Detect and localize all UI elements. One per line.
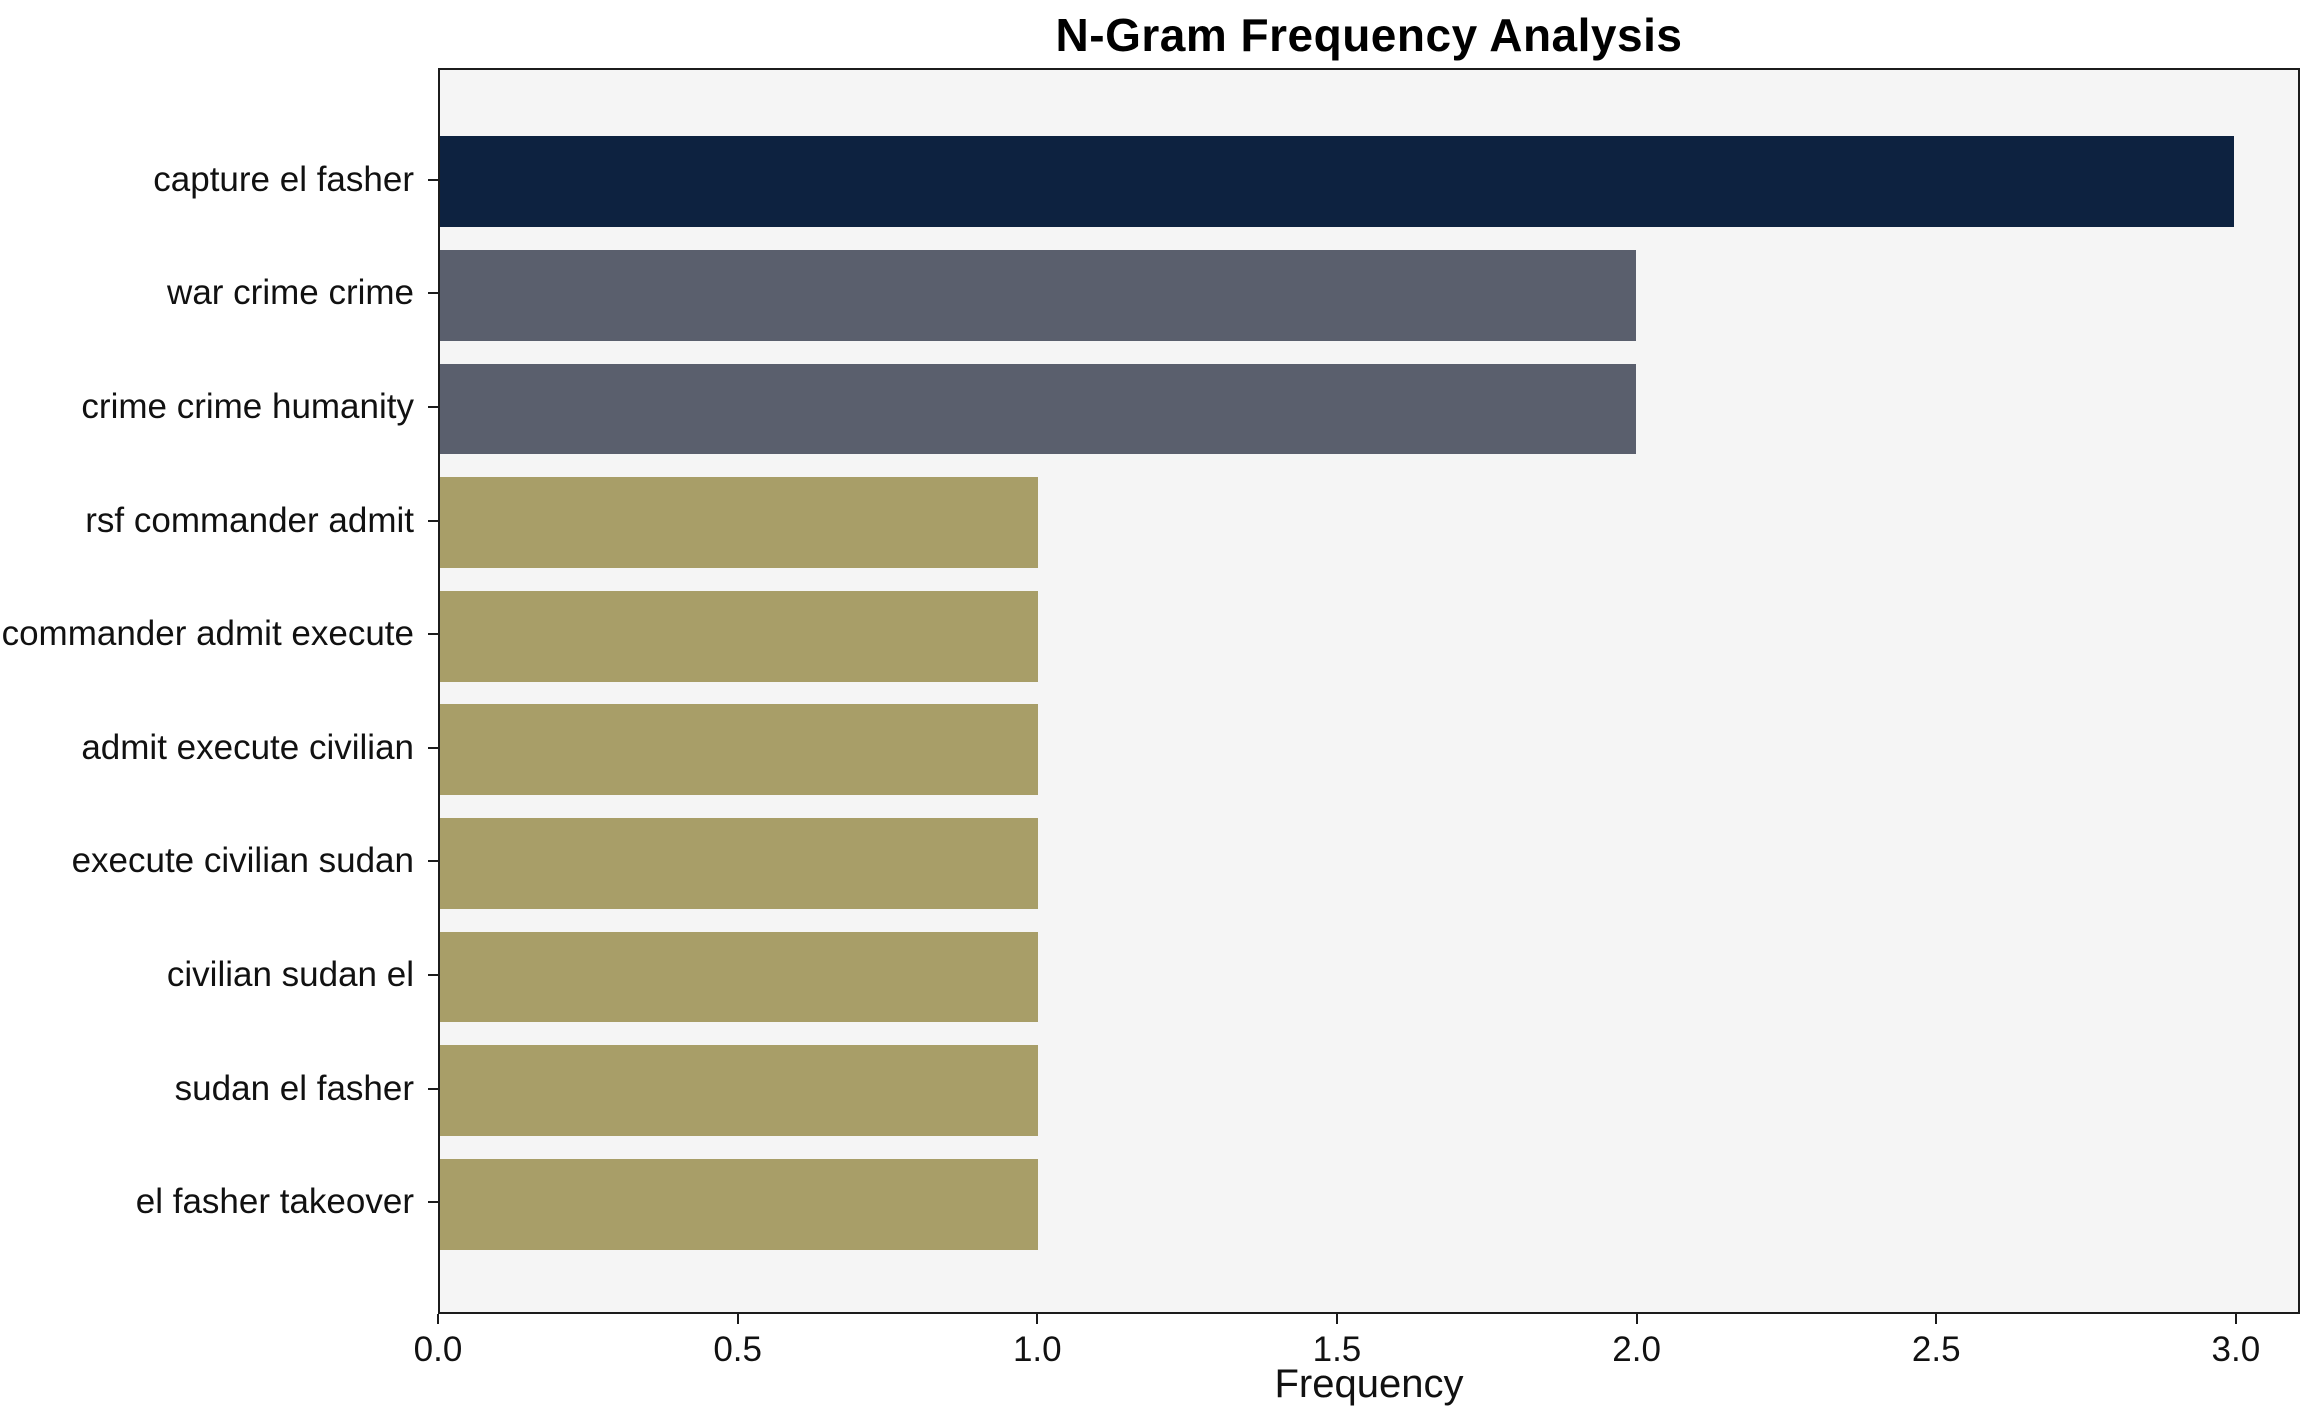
y-tick-mark <box>428 292 438 295</box>
y-tick-label: admit execute civilian <box>81 727 414 767</box>
bar-civilian-sudan-el <box>440 931 1038 1023</box>
y-tick-mark <box>428 860 438 863</box>
chart-title: N-Gram Frequency Analysis <box>1055 9 1683 61</box>
y-tick-label: commander admit execute <box>1 614 414 654</box>
x-tick-label: 2.0 <box>1612 1330 1661 1369</box>
bar-capture-el-fasher <box>440 136 2234 228</box>
bar-sudan-el-fasher <box>440 1045 1038 1137</box>
x-tick-mark <box>736 1314 739 1324</box>
y-tick-mark <box>428 1087 438 1090</box>
bar-war-crime-crime <box>440 249 1636 341</box>
y-tick-label: el fasher takeover <box>135 1182 414 1222</box>
x-tick-label: 2.5 <box>1911 1330 1961 1369</box>
y-tick-label: execute civilian sudan <box>71 841 414 881</box>
x-axis-label: Frequency <box>1274 1362 1464 1406</box>
x-tick-mark <box>2234 1314 2237 1324</box>
y-tick-mark <box>428 406 438 408</box>
y-tick-label: capture el fasher <box>153 159 414 199</box>
x-tick-label: 1.0 <box>1012 1330 1062 1369</box>
y-tick-label: crime crime humanity <box>81 387 414 426</box>
bar-commander-admit-execute <box>440 590 1038 682</box>
bar-crime-crime-humanity <box>440 363 1636 455</box>
plot-area <box>438 68 2300 1314</box>
y-tick-mark <box>428 746 438 749</box>
x-tick-mark <box>437 1314 439 1324</box>
y-tick-mark <box>428 519 438 522</box>
x-tick-label: 0.5 <box>713 1330 762 1369</box>
bar-execute-civilian-sudan <box>440 817 1038 909</box>
y-tick-mark <box>428 633 438 636</box>
bar-el-fasher-takeover <box>440 1158 1038 1250</box>
y-tick-mark <box>428 974 438 976</box>
y-tick-mark <box>428 1201 438 1204</box>
bar-admit-execute-civilian <box>440 704 1038 796</box>
x-tick-label: 1.5 <box>1312 1330 1362 1369</box>
y-tick-label: rsf commander admit <box>85 500 414 540</box>
y-tick-label: war crime crime <box>167 273 414 313</box>
bar-rsf-commander-admit <box>440 477 1038 569</box>
x-tick-label: 0.0 <box>413 1330 463 1369</box>
x-tick-mark <box>1335 1314 1338 1324</box>
y-tick-label: sudan el fasher <box>174 1068 414 1108</box>
y-tick-mark <box>428 178 438 181</box>
x-tick-mark <box>1635 1314 1638 1324</box>
y-tick-label: civilian sudan el <box>166 955 414 994</box>
x-tick-mark <box>1935 1314 1938 1324</box>
x-tick-label: 3.0 <box>2211 1330 2261 1369</box>
x-tick-mark <box>1036 1314 1039 1324</box>
